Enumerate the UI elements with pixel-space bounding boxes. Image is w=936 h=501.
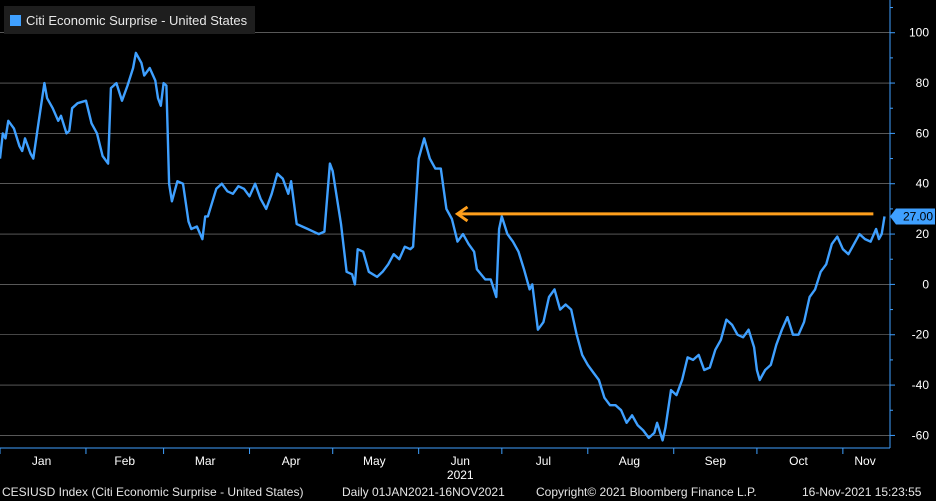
x-tick-label: Jul	[536, 454, 551, 468]
x-axis-ticks: Jan Feb Mar Apr May Jun Jul Aug Sep Oct Nov	[0, 448, 876, 468]
series-line	[0, 51, 886, 442]
x-tick-label: Feb	[114, 454, 135, 468]
x-tick-label: Apr	[282, 454, 301, 468]
y-tick-label: 20	[916, 227, 930, 241]
last-value-badge: 27.00	[890, 208, 935, 225]
y-tick-label: -40	[912, 378, 930, 392]
footer-bar: CESIUSD Index (Citi Economic Surprise - …	[0, 482, 936, 501]
x-axis-year-label: 2021	[447, 468, 474, 482]
last-value-badge-bg	[890, 208, 935, 225]
arrow-head	[454, 205, 469, 223]
x-tick-label: May	[363, 454, 386, 468]
x-tick-label: Oct	[789, 454, 808, 468]
x-tick-label: Sep	[705, 454, 727, 468]
x-tick-label: Mar	[195, 454, 216, 468]
y-tick-label: 0	[922, 277, 929, 291]
y-axis-ticks: 100 80 60 40 20 0 -20 -40 -60	[890, 7, 930, 442]
footer-period: Daily 01JAN2021-16NOV2021	[342, 485, 505, 499]
arrow-annotation	[454, 205, 874, 223]
x-tick-label: Nov	[854, 454, 875, 468]
legend-swatch	[10, 14, 21, 26]
y-tick-label: 40	[916, 177, 930, 191]
y-tick-label: 80	[916, 76, 930, 90]
x-tick-label: Jun	[451, 454, 470, 468]
x-tick-label: Aug	[619, 454, 640, 468]
y-tick-label: 100	[909, 26, 929, 40]
footer-copyright: Copyright© 2021 Bloomberg Finance L.P.	[536, 485, 757, 499]
legend: Citi Economic Surprise - United States	[4, 6, 256, 34]
last-value-label: 27.00	[903, 209, 933, 223]
y-tick-label: 60	[916, 126, 930, 140]
footer-timestamp: 16-Nov-2021 15:23:55	[802, 485, 922, 499]
legend-label: Citi Economic Surprise - United States	[26, 12, 248, 28]
gridlines	[0, 32, 890, 436]
y-tick-label: -20	[912, 328, 930, 342]
y-tick-label: -60	[912, 428, 930, 442]
footer-index: CESIUSD Index (Citi Economic Surprise - …	[2, 485, 304, 499]
x-tick-label: Jan	[32, 454, 51, 468]
